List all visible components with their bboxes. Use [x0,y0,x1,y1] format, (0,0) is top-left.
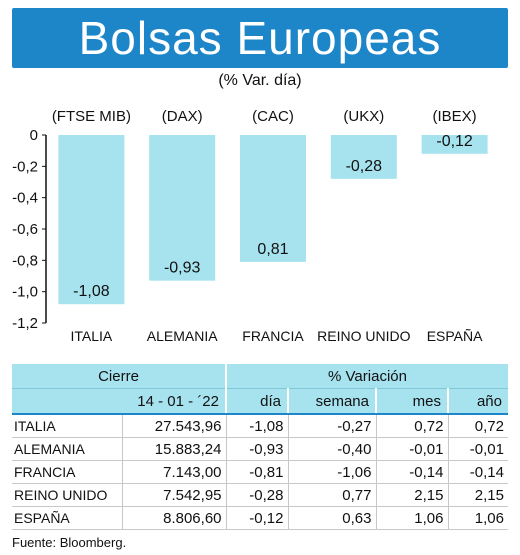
row-semana: -0,40 [287,437,376,461]
y-tick-label: -0,2 [12,158,38,175]
header-dia: día [225,388,288,415]
y-tick-label: -1,2 [12,315,38,332]
table-row: FRANCIA 7.143,00 -0,81 -1,06 -0,14 -0,14 [12,460,508,484]
row-mes: -0,01 [375,437,448,461]
row-mes: -0,14 [375,460,448,484]
row-ano: 0,72 [447,414,508,438]
row-cierre: 27.543,96 [121,414,226,438]
category-label: ESPAÑA [427,328,483,344]
table-row: REINO UNIDO 7.542,95 -0,28 0,77 2,15 2,1… [12,483,508,507]
y-tick-label: -1,0 [12,284,38,301]
header-mes: mes [375,388,448,415]
header-semana: semana [287,388,376,415]
y-tick-label: -0,8 [12,252,38,269]
header-cierre: Cierre [12,364,226,389]
data-table: Cierre % Variación 14 - 01 - ´22 día sem… [12,364,508,530]
row-country: FRANCIA [12,460,122,484]
index-label: (FTSE MIB) [52,108,131,125]
row-ano: -0,14 [447,460,508,484]
y-tick-label: -0,4 [12,190,38,207]
row-country: ESPAÑA [12,506,122,530]
y-tick-label: 0 [30,127,38,144]
index-label: (UKX) [343,108,384,125]
bar-chart: 0 -0,2 -0,4 -0,6 -0,8 -1,0 -1,2 -1,08 (FTSE MIB)… [12,108,488,344]
row-country: REINO UNIDO [12,483,122,507]
row-country: ALEMANIA [12,437,122,461]
bar [330,135,397,179]
row-ano: 2,15 [447,483,508,507]
row-semana: 0,77 [287,483,376,507]
table-column-header-row: 14 - 01 - ´22 día semana mes año [12,388,508,415]
table-row: ESPAÑA 8.806,60 -0,12 0,63 1,06 1,06 [12,506,508,530]
bar [421,135,488,154]
row-semana: -1,06 [287,460,376,484]
source-note: Fuente: Bloomberg. [12,535,127,550]
data-label: -0,28 [346,158,383,175]
header-blank [12,388,122,415]
bar [240,135,306,262]
bar [149,135,216,281]
row-cierre: 7.542,95 [121,483,226,507]
row-semana: -0,27 [287,414,376,438]
row-mes: 0,72 [375,414,448,438]
index-label: (DAX) [162,108,203,125]
row-dia: -0,12 [225,506,288,530]
data-label: -0,93 [164,260,201,277]
table-group-header-row: Cierre % Variación [12,364,508,389]
title-banner: Bolsas Europeas [12,8,508,68]
chart-title: Bolsas Europeas [78,12,442,64]
row-ano: 1,06 [447,506,508,530]
row-dia: -0,93 [225,437,288,461]
category-label: FRANCIA [242,328,304,344]
row-semana: 0,63 [287,506,376,530]
bar [58,135,125,305]
header-variacion: % Variación [225,364,508,389]
table-row: ITALIA 27.543,96 -1,08 -0,27 0,72 0,72 [12,414,508,438]
table-row: ALEMANIA 15.883,24 -0,93 -0,40 -0,01 -0,… [12,437,508,461]
row-country: ITALIA [12,414,122,438]
chart-subtitle: (% Var. día) [218,72,302,89]
row-dia: -0,28 [225,483,288,507]
row-mes: 2,15 [375,483,448,507]
row-mes: 1,06 [375,506,448,530]
data-label: 0,81 [257,241,288,258]
row-ano: -0,01 [447,437,508,461]
row-cierre: 15.883,24 [121,437,226,461]
y-tick-label: -0,6 [12,221,38,238]
row-dia: -0,81 [225,460,288,484]
data-label: -1,08 [73,283,110,300]
index-label: (CAC) [252,108,294,125]
row-cierre: 8.806,60 [121,506,226,530]
header-date: 14 - 01 - ´22 [122,388,226,415]
header-ano: año [447,388,508,415]
category-label: ITALIA [71,328,113,344]
row-cierre: 7.143,00 [121,460,226,484]
category-label: ALEMANIA [147,328,218,344]
data-label: -0,12 [436,133,473,150]
category-label: REINO UNIDO [317,328,410,344]
index-label: (IBEX) [433,108,477,125]
row-dia: -1,08 [225,414,288,438]
